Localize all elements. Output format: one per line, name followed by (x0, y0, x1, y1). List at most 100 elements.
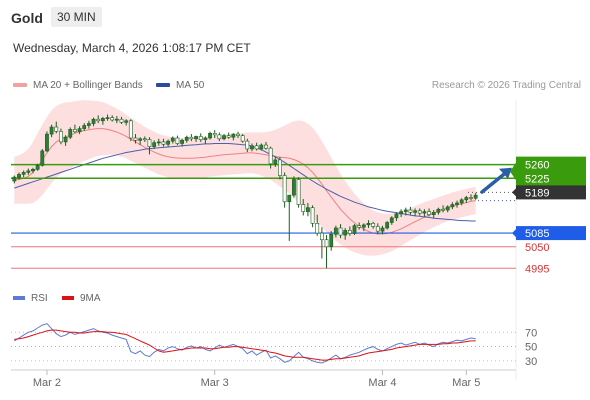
candle (166, 139, 171, 147)
x-tick-label: Mar 4 (368, 377, 396, 389)
candle (338, 224, 343, 239)
candle (86, 120, 91, 129)
candle-body (245, 140, 250, 150)
candle-body (450, 204, 455, 208)
candle-body (240, 135, 245, 142)
candle-body (445, 206, 450, 211)
rsi-tick-50: 50 (525, 342, 537, 354)
candle (469, 194, 473, 201)
level-label-5085: 5085 (525, 228, 549, 240)
candle (110, 115, 115, 122)
candle (31, 167, 35, 174)
copyright-text: Research © 2026 Trading Central (431, 80, 581, 91)
candle (422, 209, 427, 218)
candle-body (366, 223, 371, 226)
candle (128, 119, 133, 142)
candle-body (259, 144, 264, 150)
candle (114, 116, 119, 124)
candle (431, 210, 436, 218)
candle-body (17, 174, 21, 178)
candle-body (73, 129, 77, 133)
candle-body (222, 135, 226, 140)
candle-body (254, 145, 259, 150)
candle (347, 226, 352, 236)
candle (147, 137, 152, 155)
candle (352, 224, 357, 236)
candle-body (208, 133, 212, 139)
candle (222, 134, 226, 141)
candle (180, 138, 184, 147)
candle-body (189, 136, 194, 140)
candle (152, 140, 157, 149)
candle-body (161, 141, 166, 145)
candle-body (96, 118, 101, 122)
candle-body (12, 176, 17, 182)
candle-body (455, 202, 459, 205)
candle (142, 136, 147, 142)
candle-body (464, 197, 469, 201)
candle (324, 235, 329, 269)
candle (380, 225, 385, 235)
candle (217, 132, 222, 142)
candle (59, 128, 63, 145)
candle-body (394, 213, 399, 219)
candle-body (184, 136, 189, 141)
ma50-label: MA 50 (176, 80, 205, 91)
candle-body (403, 209, 408, 212)
candle-body (324, 239, 329, 248)
9ma-swatch (62, 296, 74, 301)
candle (254, 142, 259, 151)
9ma-label: 9MA (80, 293, 101, 304)
candle (417, 208, 422, 216)
candle-body (124, 120, 129, 123)
candle (54, 121, 59, 134)
candle (250, 143, 254, 152)
candle-body (371, 223, 376, 227)
candle-body (77, 128, 82, 133)
candle-body (473, 194, 478, 199)
candle (264, 141, 268, 150)
candle-body (361, 224, 366, 228)
candle-body (399, 211, 404, 215)
candle (189, 134, 194, 142)
candle-body (91, 118, 96, 124)
candle (278, 156, 282, 180)
candle (35, 163, 40, 171)
level-label-4995: 4995 (525, 263, 549, 275)
candle-body (338, 227, 343, 236)
candle (436, 207, 441, 215)
ma20-line (14, 128, 476, 235)
candle-body (422, 211, 427, 214)
candle (319, 227, 324, 259)
candle-body (375, 226, 380, 232)
ma50-line (14, 143, 476, 222)
level-label-5189-bg (516, 185, 586, 200)
candle-body (147, 139, 152, 147)
candle-body (142, 138, 147, 141)
candle (329, 231, 334, 251)
candle-body (40, 150, 45, 166)
candle (45, 131, 49, 153)
candle-body (315, 223, 320, 234)
candle-body (469, 197, 473, 199)
candle (371, 221, 376, 229)
candle (310, 205, 315, 228)
candle-body (63, 136, 68, 143)
candle-body (417, 210, 422, 214)
candle-body (236, 133, 240, 136)
candle-body (264, 144, 268, 149)
ma50-swatch (156, 83, 170, 88)
candle-body (333, 227, 338, 235)
candle-body (282, 175, 287, 203)
candle-body (82, 125, 87, 129)
candle (96, 115, 101, 124)
candle (455, 200, 459, 208)
candle-body (26, 170, 31, 173)
candle-body (59, 131, 63, 143)
candle-body (198, 136, 203, 140)
candle (105, 114, 110, 121)
candle (17, 172, 21, 180)
timeframe-badge[interactable]: 30 MIN (51, 7, 102, 27)
legend-rsi: RSI (13, 293, 48, 304)
candle-body (21, 172, 26, 175)
